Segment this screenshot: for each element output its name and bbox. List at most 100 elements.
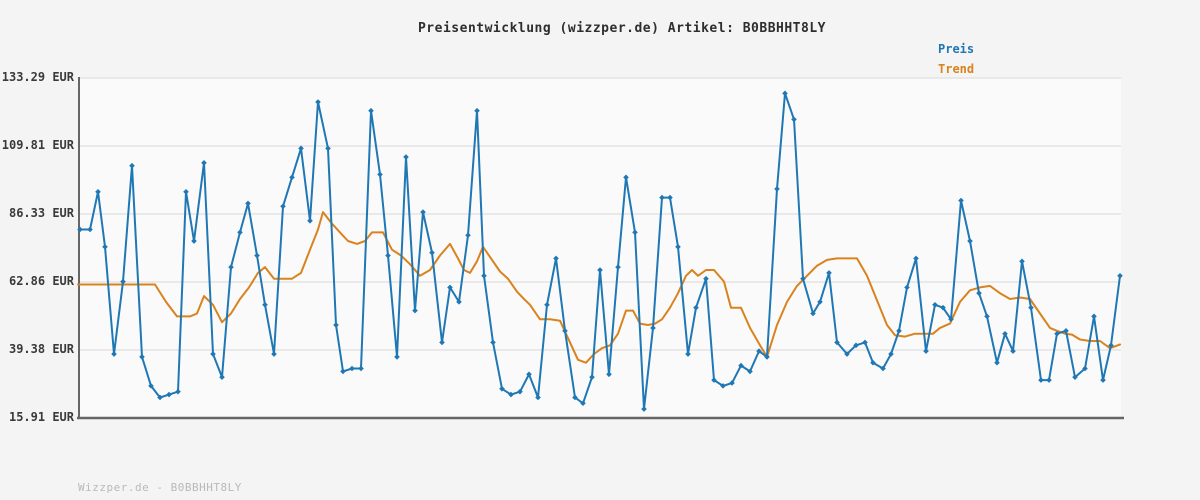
price-point-marker xyxy=(210,351,216,357)
price-point-marker xyxy=(1100,377,1106,383)
price-point-marker xyxy=(880,365,886,372)
price-point-marker xyxy=(711,377,717,383)
price-point-marker xyxy=(120,278,126,285)
price-point-marker xyxy=(139,354,145,360)
price-point-marker xyxy=(791,116,797,123)
price-point-marker xyxy=(810,310,816,317)
price-point-marker xyxy=(572,394,578,401)
price-point-marker xyxy=(1038,377,1044,383)
price-point-marker xyxy=(237,229,243,236)
price-point-marker xyxy=(597,267,603,273)
price-point-marker xyxy=(129,162,135,169)
chart-legend: Preis Trend xyxy=(938,39,974,79)
price-point-marker xyxy=(904,284,910,291)
price-point-marker xyxy=(958,197,964,204)
price-point-marker xyxy=(340,368,346,375)
price-point-marker xyxy=(948,316,954,323)
price-point-marker xyxy=(1002,330,1008,337)
price-point-marker xyxy=(703,275,709,282)
price-point-marker xyxy=(826,270,832,276)
price-point-marker xyxy=(720,383,726,389)
price-point-marker xyxy=(307,217,313,224)
price-point-marker xyxy=(535,394,541,401)
price-point-marker xyxy=(358,365,364,372)
price-point-marker xyxy=(403,154,409,160)
price-point-marker xyxy=(888,351,894,357)
price-point-marker xyxy=(659,194,665,201)
price-point-marker xyxy=(325,145,331,152)
y-axis-label: 62.86 EUR xyxy=(8,274,74,288)
price-point-marker xyxy=(368,107,374,114)
price-point-marker xyxy=(1108,342,1114,349)
price-point-marker xyxy=(782,90,788,97)
chart-title: Preisentwicklung (wizzper.de) Artikel: B… xyxy=(417,21,826,36)
price-point-marker xyxy=(315,99,321,105)
price-point-marker xyxy=(932,301,938,308)
price-point-marker xyxy=(95,189,101,195)
price-point-marker xyxy=(474,107,480,114)
price-point-marker xyxy=(412,307,418,314)
price-point-marker xyxy=(289,174,295,181)
price-point-marker xyxy=(756,348,762,354)
price-point-marker xyxy=(606,371,612,378)
price-point-marker xyxy=(526,371,532,378)
price-point-marker xyxy=(465,232,471,239)
price-point-marker xyxy=(834,339,840,346)
price-point-marker xyxy=(844,351,850,357)
price-point-marker xyxy=(377,171,383,178)
price-point-marker xyxy=(1019,258,1025,265)
y-axis-label: 39.38 EUR xyxy=(8,342,74,357)
price-point-marker xyxy=(738,362,744,369)
price-point-marker xyxy=(984,313,990,320)
y-axis-label: 86.33 EUR xyxy=(8,206,74,221)
price-point-marker xyxy=(1091,313,1097,320)
price-point-marker xyxy=(1072,374,1078,380)
y-axis-label: 15.91 EUR xyxy=(8,410,74,424)
price-point-marker xyxy=(166,391,172,398)
price-point-marker xyxy=(245,200,251,207)
price-point-marker xyxy=(429,249,435,256)
price-point-marker xyxy=(481,273,487,279)
price-point-marker xyxy=(394,354,400,360)
price-point-marker xyxy=(853,342,859,349)
price-point-marker xyxy=(102,244,108,250)
price-point-marker xyxy=(456,299,462,305)
price-point-marker xyxy=(870,359,876,366)
price-point-marker xyxy=(817,299,823,305)
price-point-marker xyxy=(1046,377,1052,383)
price-point-marker xyxy=(553,255,559,262)
price-point-marker xyxy=(333,322,339,328)
price-point-marker xyxy=(1028,304,1034,311)
price-point-marker xyxy=(271,351,277,357)
price-point-marker xyxy=(774,186,780,192)
price-point-marker xyxy=(157,394,163,401)
price-point-marker xyxy=(508,391,514,398)
price-point-marker xyxy=(923,348,929,354)
legend-item-preis: Preis xyxy=(938,42,975,56)
price-point-marker xyxy=(667,194,673,201)
price-point-marker xyxy=(693,304,699,311)
price-point-marker xyxy=(976,290,982,296)
price-point-marker xyxy=(439,339,445,346)
watermark-text: Wizzper.de - B0BBHHT8LY xyxy=(78,481,242,494)
y-axis-label: 133.29 EUR xyxy=(1,70,74,84)
price-point-marker xyxy=(262,301,268,308)
price-point-marker xyxy=(183,189,189,195)
price-point-marker xyxy=(420,209,426,215)
price-point-marker xyxy=(615,264,621,270)
price-point-marker xyxy=(447,284,453,291)
price-point-marker xyxy=(148,383,154,389)
price-point-marker xyxy=(499,385,505,392)
price-point-marker xyxy=(967,238,973,244)
price-point-marker xyxy=(685,351,691,357)
price-point-marker xyxy=(77,226,83,233)
price-point-marker xyxy=(1054,330,1060,337)
price-point-marker xyxy=(1010,348,1016,354)
price-point-marker xyxy=(675,244,681,250)
price-point-marker xyxy=(228,264,234,270)
price-point-marker xyxy=(862,339,868,346)
price-point-marker xyxy=(349,365,355,372)
price-point-marker xyxy=(254,252,260,259)
price-point-marker xyxy=(994,359,1000,366)
